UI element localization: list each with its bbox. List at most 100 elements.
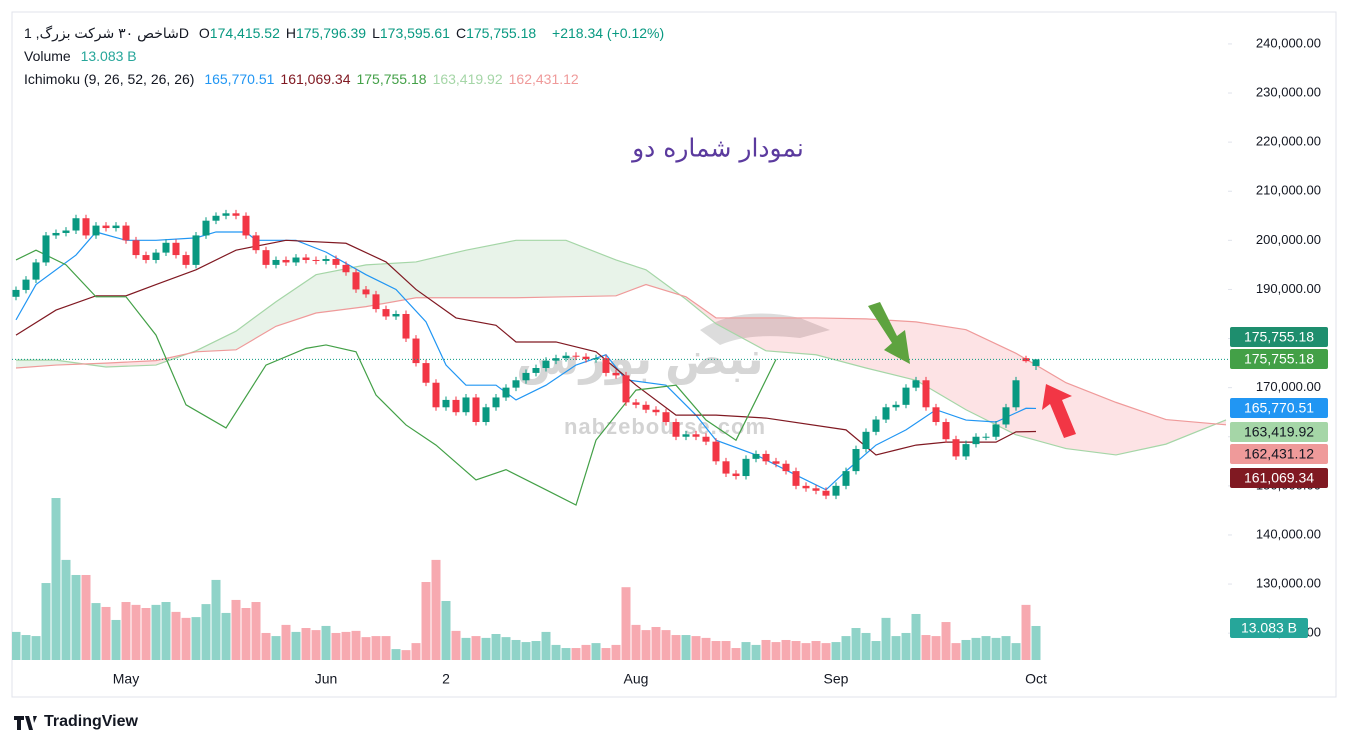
candle-body bbox=[562, 355, 570, 359]
candle-body bbox=[492, 397, 500, 408]
candle-body bbox=[742, 458, 750, 477]
volume-bar bbox=[371, 636, 381, 660]
volume-bar bbox=[391, 649, 401, 660]
candle-body bbox=[512, 380, 520, 388]
volume-bar bbox=[781, 639, 791, 660]
volume-bar bbox=[961, 639, 971, 660]
candle-body bbox=[782, 463, 790, 472]
candle-body bbox=[142, 255, 150, 260]
volume-bar bbox=[691, 636, 701, 660]
candle-body bbox=[402, 313, 410, 339]
candle-body bbox=[292, 257, 300, 263]
volume-bar bbox=[101, 606, 111, 660]
candle-body bbox=[592, 358, 600, 360]
ichimoku-label: Ichimoku (9, 26, 52, 26, 26) bbox=[24, 71, 195, 87]
candle-body bbox=[382, 309, 390, 317]
candle-body bbox=[222, 213, 230, 216]
candle-body bbox=[922, 380, 930, 408]
candle-body bbox=[662, 412, 670, 423]
volume-bar bbox=[191, 617, 201, 660]
price-badge bbox=[1230, 349, 1328, 369]
candle-body bbox=[32, 262, 40, 280]
volume-bar bbox=[421, 582, 431, 660]
volume-bar bbox=[171, 611, 181, 660]
frame bbox=[11, 11, 1337, 698]
x-tick-label: May bbox=[113, 671, 139, 687]
volume-bar bbox=[311, 630, 321, 660]
price-badge-label: 175,755.18 bbox=[1244, 329, 1314, 345]
candle-body bbox=[392, 313, 400, 317]
volume-bar bbox=[141, 608, 151, 660]
candle-body bbox=[482, 407, 490, 423]
volume-bar bbox=[261, 632, 271, 660]
volume-bar bbox=[441, 600, 451, 660]
volume-bar bbox=[61, 559, 71, 660]
ohlc-key: L bbox=[372, 25, 380, 41]
candle-body bbox=[692, 434, 700, 437]
volume-bar bbox=[841, 636, 851, 660]
candle-body bbox=[132, 240, 140, 256]
candle-body bbox=[812, 488, 820, 491]
volume-bar bbox=[381, 636, 391, 660]
candle-body bbox=[442, 399, 450, 408]
candle-body bbox=[152, 252, 160, 260]
y-tick-label: 170,000.00 bbox=[1256, 379, 1321, 394]
candle-body bbox=[622, 375, 630, 403]
candle-body bbox=[522, 372, 530, 381]
volume-bar bbox=[591, 643, 601, 660]
candle-body bbox=[312, 259, 320, 261]
volume-bar bbox=[811, 641, 821, 660]
candle-body bbox=[82, 218, 90, 236]
change: +218.34 (+0.12%) bbox=[552, 25, 665, 41]
volume-bar bbox=[921, 635, 931, 660]
price-badge-label: 162,431.12 bbox=[1244, 446, 1314, 462]
candle-body bbox=[882, 407, 890, 420]
candle-body bbox=[192, 235, 200, 265]
cloud-fill bbox=[1066, 382, 1116, 455]
volume-bar bbox=[301, 628, 311, 660]
price-badge bbox=[1230, 327, 1328, 347]
volume-bar bbox=[81, 574, 91, 660]
volume-bar bbox=[31, 636, 41, 660]
candle-body bbox=[532, 368, 540, 373]
ohlc-value: 174,415.52 bbox=[209, 25, 280, 41]
volume-bar bbox=[671, 635, 681, 660]
volume-bar bbox=[71, 574, 81, 660]
x-tick-label: Oct bbox=[1025, 671, 1047, 687]
volume-bar bbox=[1021, 604, 1031, 660]
candle-body bbox=[632, 402, 640, 405]
red-arrow bbox=[1042, 384, 1076, 438]
price-badge-label: 175,755.18 bbox=[1244, 351, 1314, 367]
cloud-fill bbox=[466, 240, 516, 298]
volume-bar bbox=[281, 624, 291, 660]
candle-body bbox=[972, 436, 980, 445]
candle-body bbox=[52, 232, 60, 236]
volume-bar bbox=[801, 643, 811, 660]
candle-body bbox=[452, 399, 460, 413]
volume-bar bbox=[431, 559, 441, 660]
candle-body bbox=[992, 424, 1000, 437]
candle-body bbox=[1032, 359, 1040, 366]
brand: TradingView bbox=[44, 713, 139, 730]
volume-bar bbox=[651, 626, 661, 660]
volume-bar bbox=[131, 604, 141, 660]
cloud-fill bbox=[16, 360, 56, 369]
y-tick-label: 240,000.00 bbox=[1256, 35, 1321, 50]
volume-bar bbox=[551, 644, 561, 660]
volume-bar bbox=[341, 631, 351, 660]
volume-bar bbox=[201, 604, 211, 660]
symbol: شاخص ۳۰ شرکت بزرگ, 1D bbox=[24, 25, 190, 41]
price-badge-label: 13.083 B bbox=[1241, 620, 1297, 636]
candle-body bbox=[642, 404, 650, 410]
volume-bar bbox=[681, 635, 691, 660]
volume-bar bbox=[911, 613, 921, 660]
candle-body bbox=[162, 242, 170, 253]
candle-body bbox=[302, 257, 310, 260]
y-tick-label: 140,000.00 bbox=[1256, 526, 1321, 541]
ohlc-value: 175,796.39 bbox=[296, 25, 367, 41]
volume-bar bbox=[971, 637, 981, 660]
candle-body bbox=[342, 264, 350, 273]
candle-body bbox=[112, 225, 120, 229]
volume-bar bbox=[1001, 636, 1011, 660]
